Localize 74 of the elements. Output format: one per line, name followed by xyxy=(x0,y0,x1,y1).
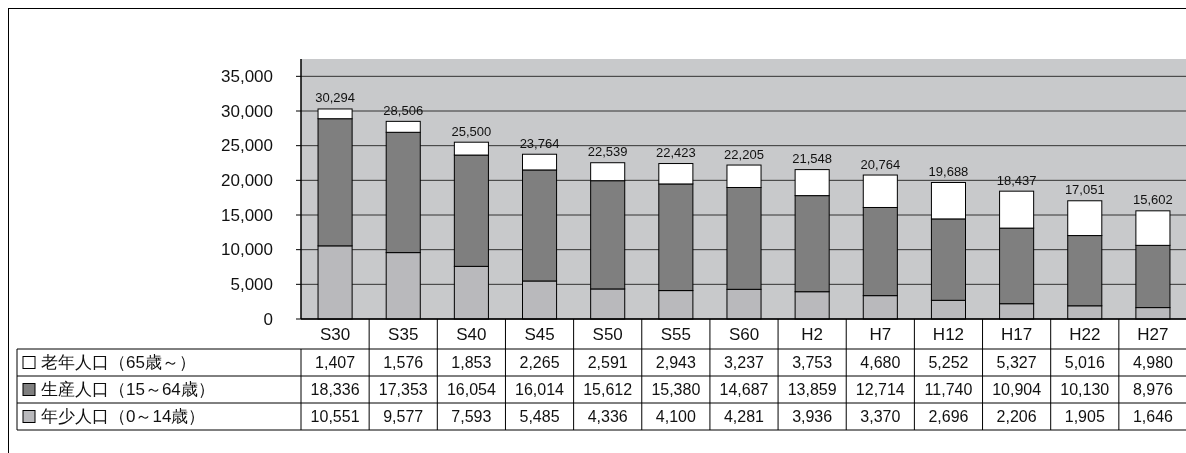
data-label: 3,370 xyxy=(860,408,901,425)
data-label: 2,591 xyxy=(587,354,628,371)
y-tick-label: 20,000 xyxy=(221,170,273,190)
total-label: 15,602 xyxy=(1133,192,1173,208)
data-label: 3,936 xyxy=(792,408,833,425)
data-label: 16,054 xyxy=(446,381,496,398)
legend-label: 老年人口（65歳～） xyxy=(41,353,196,372)
total-label: 22,423 xyxy=(655,145,696,161)
data-label: 7,593 xyxy=(451,408,492,425)
total-label: 22,205 xyxy=(724,146,764,162)
y-tick-label: 15,000 xyxy=(221,205,273,225)
x-tick-label: S40 xyxy=(456,324,487,344)
data-label: 9,577 xyxy=(383,408,424,425)
data-label: 4,680 xyxy=(860,354,901,371)
x-tick-label: S45 xyxy=(524,324,555,344)
total-label: 22,539 xyxy=(587,144,628,160)
data-label: 1,853 xyxy=(451,354,492,371)
data-label: 18,336 xyxy=(310,381,360,398)
legend-label: 年少人口（0～14歳） xyxy=(41,407,206,426)
data-label: 3,237 xyxy=(723,354,765,371)
y-tick-label: 35,000 xyxy=(221,66,273,86)
y-tick-label: 30,000 xyxy=(221,101,273,121)
data-label: 13,859 xyxy=(787,381,837,398)
data-label: 1,576 xyxy=(383,354,424,371)
total-label: 25,500 xyxy=(451,123,492,139)
x-tick-label: S60 xyxy=(728,324,760,344)
data-label: 4,281 xyxy=(723,408,765,425)
data-label: 4,980 xyxy=(1132,354,1174,371)
data-label: 17,353 xyxy=(378,381,428,398)
data-label: 1,646 xyxy=(1132,408,1174,425)
x-tick-label: H17 xyxy=(1001,324,1033,344)
data-label: 4,336 xyxy=(587,408,628,425)
total-label: 28,506 xyxy=(383,102,424,118)
x-tick-label: H22 xyxy=(1069,324,1101,344)
data-label: 2,265 xyxy=(519,354,560,371)
data-label: 5,252 xyxy=(928,354,969,371)
data-label: 14,687 xyxy=(719,381,769,398)
data-label: 8,976 xyxy=(1132,381,1174,398)
x-tick-label: S30 xyxy=(319,324,351,344)
x-tick-label: S55 xyxy=(660,324,691,344)
total-label: 17,051 xyxy=(1064,182,1105,198)
total-label: 20,764 xyxy=(860,156,901,172)
data-label: 10,551 xyxy=(310,408,360,425)
total-label: 21,548 xyxy=(792,151,833,167)
data-label: 12,714 xyxy=(855,381,905,398)
data-label: 15,612 xyxy=(583,381,633,398)
data-label: 1,407 xyxy=(315,354,356,371)
x-tick-label: S50 xyxy=(592,324,623,344)
data-label: 16,014 xyxy=(515,381,565,398)
data-label: 4,100 xyxy=(655,408,696,425)
y-tick-label: 5,000 xyxy=(230,274,273,294)
data-label: 5,016 xyxy=(1064,354,1105,371)
y-tick-label: 10,000 xyxy=(221,240,273,260)
data-label: 11,740 xyxy=(924,381,973,398)
total-label: 19,688 xyxy=(928,164,969,179)
legend-label: 生産人口（15～64歳） xyxy=(41,380,215,399)
x-tick-label: H7 xyxy=(869,324,892,344)
y-tick-label: 0 xyxy=(263,309,273,329)
x-tick-label: H2 xyxy=(801,324,824,344)
data-label: 10,904 xyxy=(992,381,1042,398)
x-tick-label: S35 xyxy=(388,324,419,344)
data-label: 2,943 xyxy=(655,354,696,371)
data-label: 3,753 xyxy=(792,354,833,371)
data-label: 10,130 xyxy=(1060,381,1110,398)
y-tick-label: 25,000 xyxy=(221,136,273,156)
x-tick-label: H27 xyxy=(1137,324,1169,344)
data-label: 5,485 xyxy=(519,408,560,425)
data-label: 2,206 xyxy=(996,408,1037,425)
data-label: 5,327 xyxy=(996,354,1037,371)
data-label: 1,905 xyxy=(1064,408,1105,425)
total-label: 30,294 xyxy=(315,90,355,106)
x-tick-label: H12 xyxy=(932,324,965,344)
data-label: 15,380 xyxy=(651,381,701,398)
data-label: 2,696 xyxy=(928,408,969,425)
